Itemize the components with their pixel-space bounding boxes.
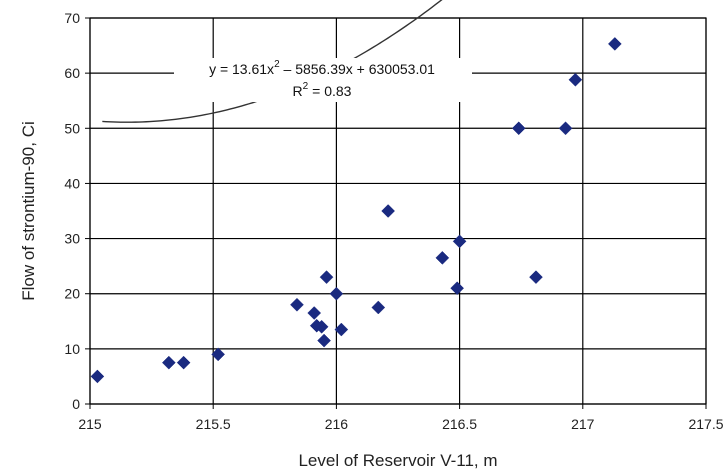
y-tick-label: 20: [64, 286, 80, 302]
x-tick-label: 216: [325, 416, 349, 432]
data-point: [381, 204, 395, 218]
equation-label: y = 13.61x2 – 5856.39x + 630053.01: [209, 59, 435, 77]
x-tick-label: 217.5: [688, 416, 723, 432]
data-point: [371, 300, 386, 315]
x-tick-label: 217: [571, 416, 595, 432]
data-point: [435, 251, 450, 265]
data-point: [607, 37, 622, 51]
y-axis-title: Flow of strontium-90, Ci: [19, 121, 38, 301]
x-tick-label: 215.5: [196, 416, 231, 432]
x-tick-label: 216.5: [442, 416, 477, 432]
plot-area: [89, 17, 707, 405]
equation-background: [174, 58, 472, 102]
data-point: [211, 347, 225, 362]
data-point: [290, 297, 304, 312]
trendline: [102, 0, 443, 123]
y-tick-label: 10: [64, 341, 80, 357]
data-point: [329, 286, 344, 301]
data-point: [334, 322, 349, 337]
data-point: [558, 121, 573, 136]
data-point: [450, 281, 464, 296]
data-point: [314, 319, 329, 334]
data-point: [511, 121, 526, 136]
x-tick-label: 215: [78, 416, 102, 432]
data-point: [452, 234, 467, 249]
data-point: [319, 270, 334, 285]
y-tick-label: 0: [72, 396, 80, 412]
y-axis-ticks: 0 10 20 30 40 50 60 70: [64, 10, 90, 412]
data-point: [161, 355, 176, 370]
data-point: [90, 369, 105, 384]
data-points: [90, 37, 622, 384]
data-point: [176, 355, 191, 370]
data-point: [568, 72, 583, 87]
x-axis-ticks: 215 215.5 216 216.5 217 217.5: [78, 404, 724, 432]
y-tick-label: 70: [64, 10, 80, 26]
r-squared-label: R2 = 0.83: [293, 81, 352, 99]
data-point: [529, 270, 543, 285]
y-tick-label: 60: [64, 65, 80, 81]
y-tick-label: 40: [64, 175, 80, 191]
y-tick-label: 30: [64, 231, 80, 247]
y-tick-label: 50: [64, 120, 80, 136]
x-axis-title: Level of Reservoir V-11, m: [298, 451, 497, 470]
data-point: [317, 333, 331, 348]
data-point: [307, 306, 322, 320]
